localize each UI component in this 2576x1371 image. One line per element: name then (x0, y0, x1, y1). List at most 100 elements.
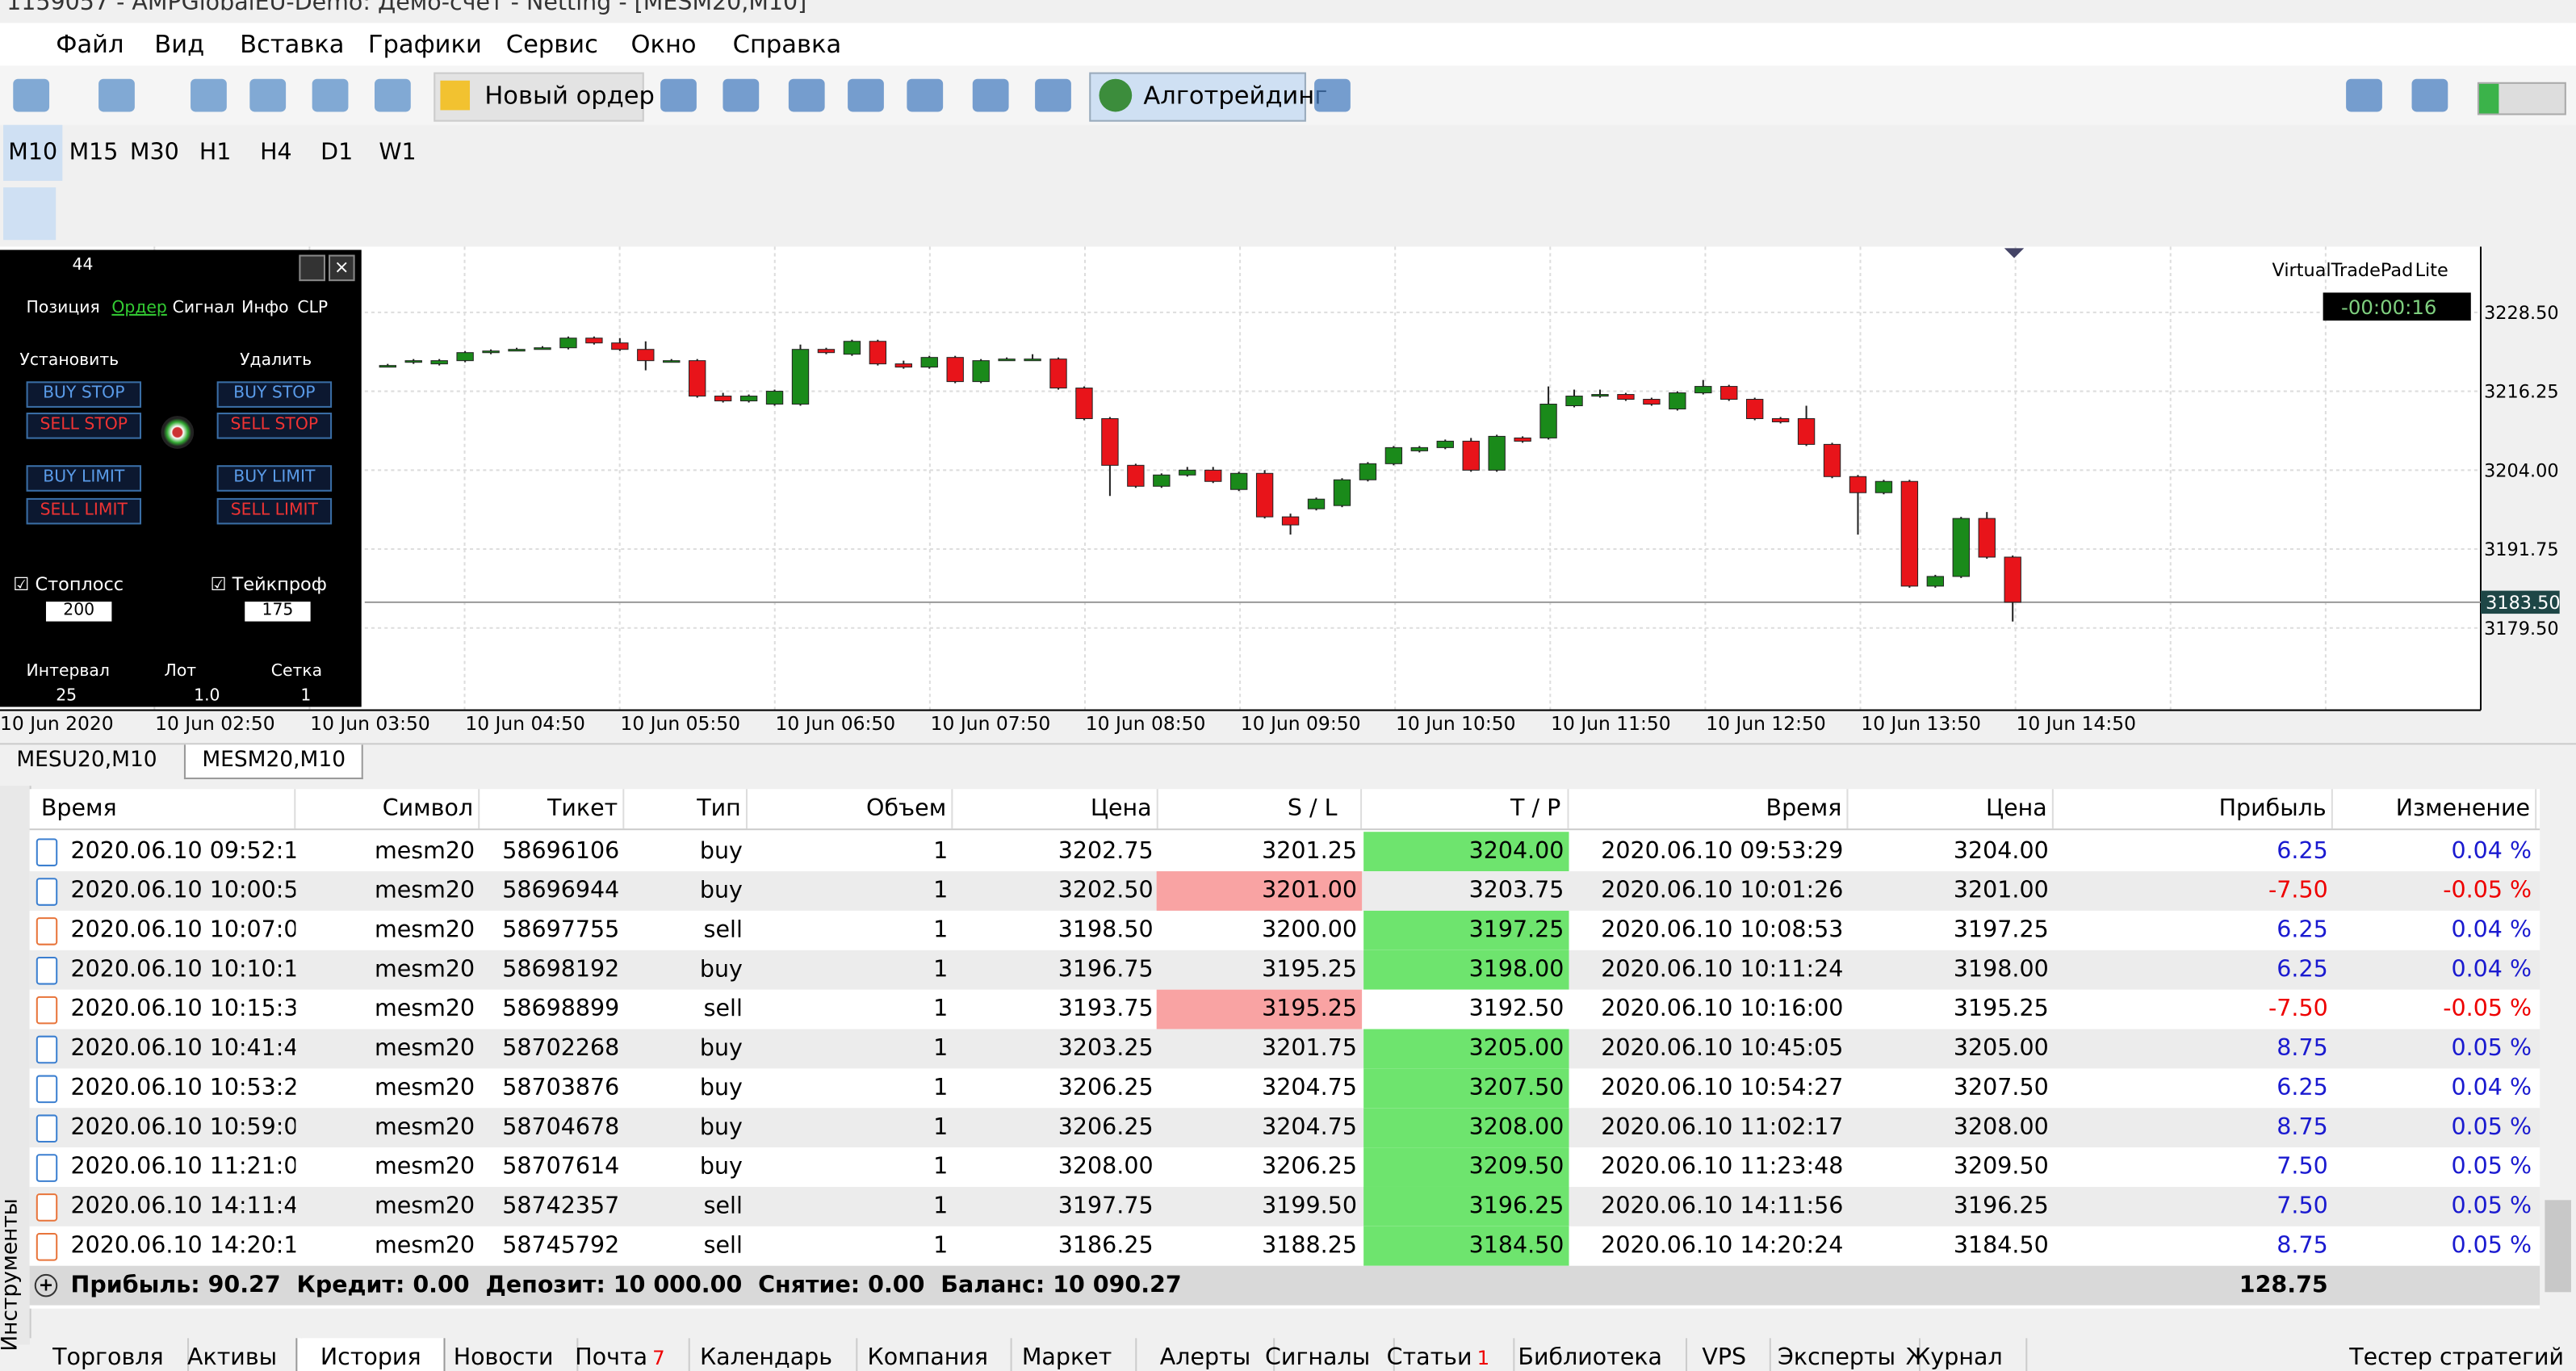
column-header[interactable]: Символ (295, 789, 480, 829)
time-label: 10 Jun 2020 (0, 712, 114, 735)
column-header[interactable]: Изменение (2333, 789, 2537, 829)
table-cell: 3205.00 (1363, 1029, 1569, 1069)
candle-body (1900, 480, 1919, 587)
timeframe[interactable]: W1 (379, 140, 417, 166)
order-button[interactable]: SELL STOP (216, 413, 333, 439)
column-header[interactable]: T / P (1363, 789, 1569, 829)
bottom-tab[interactable]: Активы (165, 1338, 302, 1371)
price-label: 3204.00 (2484, 460, 2559, 481)
table-cell: 3201.00 (1156, 871, 1363, 911)
candle-body (1179, 469, 1196, 476)
timeframe[interactable]: H1 (199, 140, 232, 166)
table-cell: 3204.00 (1363, 832, 1569, 872)
bottom-tab[interactable]: Сигналы (1242, 1338, 1395, 1371)
table-cell: 0.05 % (2451, 1233, 2532, 1260)
bottom-tab[interactable]: Библиотека (1495, 1338, 1687, 1371)
table-row: 2020.06.10 10:15:37 mesm20 58698899 sell 1 31… (29, 989, 2540, 1029)
summary: Прибыль: 90.27 Кредит: 0.00 Депозит: 10 … (70, 1272, 1182, 1299)
time-label: 10 Jun 07:50 (931, 712, 1051, 735)
table-cell: 6.25 (2277, 838, 2328, 865)
column-header[interactable]: Цена (953, 789, 1158, 829)
bottom-tab[interactable]: Торговля (30, 1338, 189, 1371)
order-button[interactable]: BUY LIMIT (26, 465, 142, 492)
bottom-tab[interactable]: Почта 7 (552, 1338, 690, 1371)
set-label: Установить (19, 351, 119, 371)
column-header[interactable]: Тикет (480, 789, 625, 829)
menu-item[interactable]: Файл (56, 29, 124, 60)
column-header[interactable]: Объем (748, 789, 953, 829)
column-header[interactable]: Цена (1848, 789, 2054, 829)
row-icon (36, 878, 58, 906)
candle-body (972, 360, 990, 383)
timeframe[interactable]: M15 (69, 140, 119, 166)
table-cell: 1 (933, 1075, 949, 1102)
tab-label: Календарь (699, 1344, 833, 1371)
menu-bar: Файл Вид Вставка Графики Сервис Окно Справка (0, 23, 2576, 66)
table-cell: 58707614 (502, 1154, 620, 1180)
table-cell: sell (703, 1193, 743, 1220)
bottom-tab[interactable]: Календарь (676, 1338, 857, 1371)
price-label: 3216.25 (2484, 382, 2559, 403)
table-cell: 3195.25 (1262, 956, 1357, 983)
order-button[interactable]: BUY STOP (26, 381, 142, 408)
table-row: 2020.06.10 10:53:27 mesm20 58703876 buy 1 320… (29, 1068, 2540, 1109)
sl-input[interactable]: 200 (45, 602, 112, 622)
bottom-tab[interactable]: Журнал (1883, 1338, 2028, 1371)
bottom-tab[interactable]: Маркет (999, 1338, 1137, 1371)
order-button[interactable]: SELL LIMIT (216, 497, 333, 525)
bottom-tab[interactable]: Новости (430, 1338, 579, 1371)
menu-item[interactable]: Справка (732, 29, 842, 60)
table-cell: 8.75 (2277, 1114, 2328, 1141)
scroll-thumb[interactable] (2545, 1200, 2571, 1293)
bottom-tab[interactable]: История (295, 1338, 446, 1371)
timeframe[interactable]: H4 (260, 140, 292, 166)
row-icon (36, 838, 58, 866)
bottom-tab[interactable]: Эксперты (1754, 1338, 1920, 1371)
table-cell: 1 (933, 838, 949, 865)
order-button[interactable]: BUY LIMIT (216, 465, 333, 492)
menu-item[interactable]: Графики (367, 29, 482, 60)
table-cell: 3205.00 (1953, 1035, 2049, 1063)
timeframe[interactable]: M30 (129, 140, 179, 166)
candle-body (1127, 464, 1145, 487)
menu-item[interactable]: Окно (630, 29, 697, 60)
toggle[interactable] (2477, 82, 2566, 115)
timeframe[interactable]: M10 (3, 124, 63, 181)
current-price: 3183.50 (2486, 593, 2561, 614)
table-cell: 7.50 (2277, 1193, 2328, 1220)
order-button[interactable]: SELL STOP (26, 413, 142, 439)
menu-item[interactable]: Сервис (505, 29, 598, 60)
tp-input[interactable]: 175 (245, 602, 311, 622)
trade-panel: 44 × Позиция Ордер Сигнал Инфо CLP Установит… (0, 249, 362, 707)
column-header[interactable]: Прибыль (2054, 789, 2333, 829)
bottom-tab[interactable]: VPS (1679, 1338, 1771, 1371)
chart-tab[interactable]: MESM20,M10 (183, 744, 364, 780)
column-header[interactable]: S / L (1157, 789, 1363, 829)
timeframe[interactable]: D1 (320, 140, 354, 166)
menu-item[interactable]: Вставка (240, 29, 345, 60)
cursor-tool[interactable] (3, 187, 57, 241)
column-header[interactable]: Время (1569, 789, 1849, 829)
bottom-tab[interactable]: Алерты (1137, 1338, 1275, 1371)
column-header[interactable]: Время (36, 789, 296, 829)
strategy-tester[interactable]: Тестер стратегий (2349, 1344, 2564, 1371)
menu-item[interactable]: Вид (154, 29, 205, 60)
chart-tab[interactable]: MESU20,M10 (16, 748, 157, 773)
candle-body (1101, 417, 1119, 466)
candle-body (791, 349, 810, 405)
column-header[interactable]: Тип (624, 789, 748, 829)
table-cell: 3201.75 (1262, 1035, 1357, 1063)
order-button[interactable]: SELL LIMIT (26, 497, 142, 525)
minimize[interactable] (299, 254, 325, 282)
stoploss: Стоплосс (35, 573, 124, 596)
candle-body (1333, 479, 1351, 506)
bottom-tab[interactable]: Статьи 1 (1363, 1338, 1514, 1371)
close[interactable]: × (329, 254, 355, 282)
table-cell: 3204.75 (1262, 1075, 1357, 1102)
table-cell: 1 (933, 996, 949, 1023)
candle-body (379, 365, 396, 368)
sidebar: Инструменты (0, 786, 31, 1352)
order-button[interactable]: BUY STOP (216, 381, 333, 408)
bottom-tab[interactable]: Компания (844, 1338, 1013, 1371)
candle-body (946, 357, 964, 383)
